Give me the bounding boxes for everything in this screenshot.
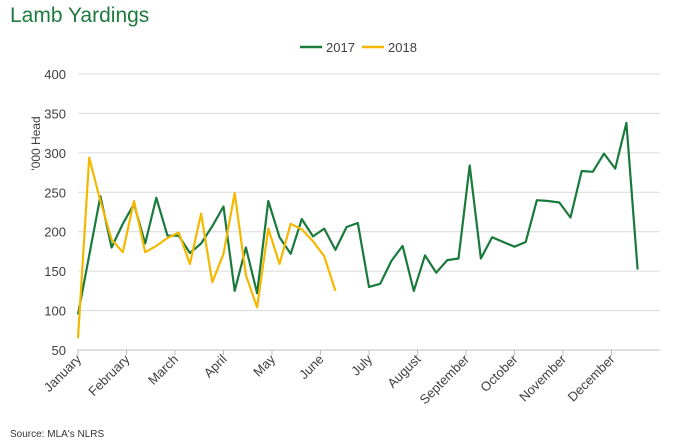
x-tick-label: April (201, 351, 230, 380)
y-tick-label: 100 (44, 304, 66, 319)
source-note: Source: MLA's NLRS (10, 429, 105, 440)
x-tick-label: July (348, 351, 375, 378)
x-tick-label: May (250, 351, 278, 379)
series-lines (76, 121, 639, 339)
series-line-2018 (76, 156, 337, 339)
x-tick-label: October (477, 351, 521, 395)
x-axis-ticks: January February March April May June July Augu… (41, 350, 618, 407)
y-tick-label: 200 (44, 225, 66, 240)
legend-label-2018: 2018 (388, 40, 417, 55)
y-tick-label: 300 (44, 146, 66, 161)
chart-title: Lamb Yardings (10, 4, 150, 27)
y-axis-ticks: 50 100 150 200 250 300 350 400 (44, 67, 66, 358)
x-tick-label: August (384, 351, 423, 390)
x-tick-label: June (296, 352, 327, 383)
x-tick-label: February (85, 351, 133, 399)
y-tick-label: 400 (44, 67, 66, 82)
y-tick-label: 250 (44, 185, 66, 200)
x-tick-label: November (516, 351, 569, 404)
legend-label-2017: 2017 (326, 40, 355, 55)
y-axis-title: '000 Head (29, 116, 43, 170)
legend: 2017 2018 (300, 40, 417, 55)
y-tick-label: 50 (52, 343, 66, 358)
y-tick-label: 350 (44, 106, 66, 121)
gridlines (78, 73, 660, 312)
x-tick-label: September (417, 351, 473, 407)
x-tick-label: March (145, 352, 181, 388)
series-line-2017 (76, 121, 639, 315)
y-tick-label: 150 (44, 264, 66, 279)
x-tick-label: December (565, 351, 618, 404)
